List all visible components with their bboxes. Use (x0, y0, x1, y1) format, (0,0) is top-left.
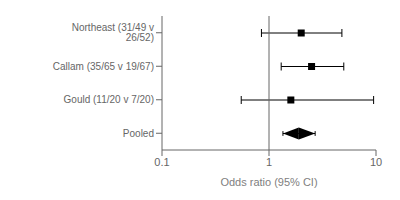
svg-text:Gould (11/20 v 7/20): Gould (11/20 v 7/20) (64, 94, 154, 105)
svg-text:Odds ratio (95% CI): Odds ratio (95% CI) (220, 176, 317, 188)
svg-text:10: 10 (370, 156, 382, 168)
svg-text:Pooled: Pooled (123, 128, 154, 139)
svg-text:Northeast (31/49 v26/52): Northeast (31/49 v26/52) (72, 22, 154, 43)
svg-text:1: 1 (266, 156, 272, 168)
svg-text:Callam (35/65 v 19/67): Callam (35/65 v 19/67) (53, 61, 154, 72)
svg-text:0.1: 0.1 (154, 156, 169, 168)
